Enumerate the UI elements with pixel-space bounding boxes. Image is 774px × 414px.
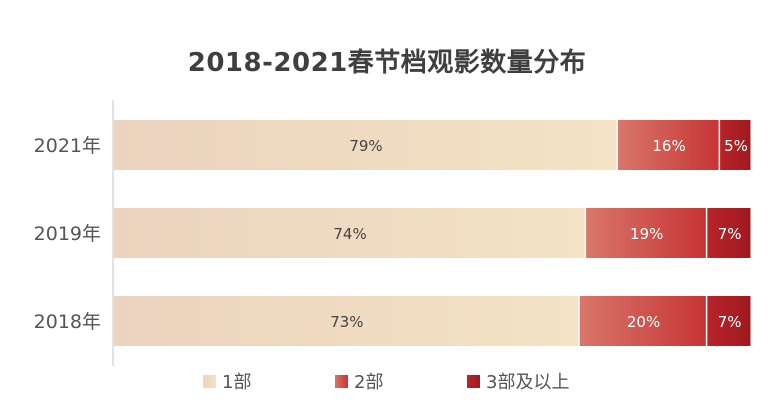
bar-segment: [707, 208, 751, 258]
legend-swatch: [335, 375, 348, 388]
category-label: 2018年: [34, 311, 101, 333]
category-label: 2019年: [34, 223, 101, 245]
category-label: 2021年: [34, 135, 101, 157]
legend-swatch: [203, 375, 216, 388]
data-label: 74%: [333, 225, 366, 243]
data-label: 7%: [718, 225, 742, 243]
bar-segment: [618, 120, 719, 170]
bar-segment: [720, 120, 751, 170]
bar-segment: [114, 208, 585, 258]
bar-segment: [586, 208, 706, 258]
legend-label: 3部及以上: [486, 372, 569, 393]
data-label: 7%: [718, 313, 742, 331]
bar-group: 2021年 79% 16% 5% 2019年 74% 19% 7% 2018年 73% 20% 7%: [34, 120, 751, 346]
legend-label: 1部: [222, 372, 251, 393]
legend-label: 2部: [354, 372, 383, 393]
bar-segment: [114, 120, 617, 170]
data-label: 16%: [652, 137, 685, 155]
chart-title: 2018-2021春节档观影数量分布: [187, 48, 587, 78]
data-label: 5%: [724, 137, 748, 155]
data-label: 73%: [330, 313, 363, 331]
data-label: 79%: [349, 137, 382, 155]
bar-segment: [579, 296, 706, 346]
bar-segment: [114, 296, 579, 346]
data-label: 20%: [627, 313, 660, 331]
legend: 1部 2部 3部及以上: [203, 372, 569, 393]
data-label: 19%: [630, 225, 663, 243]
legend-swatch: [467, 375, 480, 388]
bar-segment: [707, 296, 751, 346]
